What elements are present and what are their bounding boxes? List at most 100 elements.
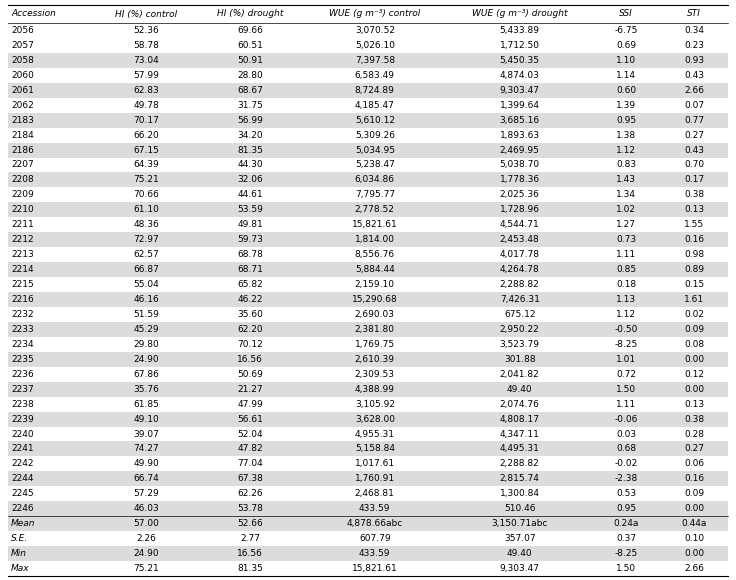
Text: 0.27: 0.27: [684, 130, 704, 140]
Text: 1.02: 1.02: [616, 205, 636, 215]
Text: 45.29: 45.29: [133, 325, 159, 334]
Text: 2062: 2062: [11, 101, 34, 110]
Text: 2,288.82: 2,288.82: [500, 280, 539, 289]
Text: 4,017.78: 4,017.78: [500, 250, 539, 259]
Text: 2061: 2061: [11, 86, 34, 95]
Text: 39.07: 39.07: [133, 430, 159, 438]
Text: 46.22: 46.22: [238, 295, 263, 304]
Bar: [8, 546, 728, 561]
Text: 6,583.49: 6,583.49: [355, 71, 394, 80]
Text: 5,884.44: 5,884.44: [355, 265, 394, 274]
Bar: [8, 486, 728, 501]
Text: SSI: SSI: [619, 9, 633, 19]
Text: 2,074.76: 2,074.76: [500, 400, 539, 409]
Text: 2245: 2245: [11, 490, 34, 498]
Text: 4,808.17: 4,808.17: [500, 415, 539, 423]
Bar: [8, 426, 728, 441]
Bar: [8, 516, 728, 531]
Text: 2212: 2212: [11, 235, 34, 244]
Text: 510.46: 510.46: [504, 504, 536, 513]
Bar: [8, 456, 728, 472]
Text: 0.83: 0.83: [616, 161, 636, 169]
Text: 35.76: 35.76: [133, 385, 159, 394]
Text: 46.03: 46.03: [133, 504, 159, 513]
Text: 55.04: 55.04: [133, 280, 159, 289]
Text: 4,347.11: 4,347.11: [500, 430, 539, 438]
Text: 8,556.76: 8,556.76: [355, 250, 394, 259]
Text: 24.90: 24.90: [133, 355, 159, 364]
Text: 61.10: 61.10: [133, 205, 159, 215]
Text: 1,728.96: 1,728.96: [500, 205, 539, 215]
Bar: [8, 23, 728, 38]
Text: 5,433.89: 5,433.89: [500, 26, 539, 35]
Text: 68.67: 68.67: [237, 86, 263, 95]
Text: 0.13: 0.13: [684, 205, 704, 215]
Text: 2186: 2186: [11, 146, 34, 154]
Text: 1.50: 1.50: [616, 564, 636, 573]
Text: 0.23: 0.23: [684, 41, 704, 50]
Text: 2.66: 2.66: [684, 86, 704, 95]
Text: 2.66: 2.66: [684, 564, 704, 573]
Text: 1.43: 1.43: [616, 175, 636, 184]
Text: 2216: 2216: [11, 295, 34, 304]
Text: 1,300.84: 1,300.84: [500, 490, 539, 498]
Text: 67.86: 67.86: [133, 369, 159, 379]
Bar: [8, 472, 728, 486]
Text: 31.75: 31.75: [237, 101, 263, 110]
Text: 2056: 2056: [11, 26, 34, 35]
Text: 301.88: 301.88: [504, 355, 536, 364]
Text: 4,874.03: 4,874.03: [500, 71, 539, 80]
Text: -0.02: -0.02: [615, 459, 637, 469]
Text: 0.08: 0.08: [684, 340, 704, 349]
Text: 2214: 2214: [11, 265, 34, 274]
Text: 2232: 2232: [11, 310, 34, 319]
Text: 67.38: 67.38: [237, 474, 263, 483]
Text: WUE (g m⁻³) drought: WUE (g m⁻³) drought: [472, 9, 567, 19]
Text: 0.09: 0.09: [684, 490, 704, 498]
Text: 56.61: 56.61: [237, 415, 263, 423]
Text: 1.13: 1.13: [616, 295, 636, 304]
Text: 0.93: 0.93: [684, 56, 704, 65]
Text: -8.25: -8.25: [615, 549, 637, 558]
Text: 15,290.68: 15,290.68: [352, 295, 397, 304]
Text: 15,821.61: 15,821.61: [352, 220, 397, 229]
Text: 0.43: 0.43: [684, 71, 704, 80]
Text: 74.27: 74.27: [133, 444, 159, 454]
Text: 49.40: 49.40: [507, 549, 533, 558]
Text: 59.73: 59.73: [237, 235, 263, 244]
Text: 1,760.91: 1,760.91: [355, 474, 394, 483]
Bar: [8, 53, 728, 68]
Text: 2234: 2234: [11, 340, 34, 349]
Text: 0.24a: 0.24a: [613, 519, 639, 528]
Bar: [8, 247, 728, 262]
Text: 0.03: 0.03: [616, 430, 636, 438]
Text: 2,025.36: 2,025.36: [500, 190, 539, 200]
Text: 0.28: 0.28: [684, 430, 704, 438]
Text: 2235: 2235: [11, 355, 34, 364]
Text: 0.43: 0.43: [684, 146, 704, 154]
Bar: [8, 172, 728, 187]
Text: 0.27: 0.27: [684, 444, 704, 454]
Text: 357.07: 357.07: [504, 534, 536, 543]
Bar: [8, 307, 728, 322]
Bar: [8, 97, 728, 113]
Text: 0.10: 0.10: [684, 534, 704, 543]
Text: 0.44a: 0.44a: [682, 519, 707, 528]
Text: -8.25: -8.25: [615, 340, 637, 349]
Text: 75.21: 75.21: [133, 564, 159, 573]
Text: 5,034.95: 5,034.95: [355, 146, 394, 154]
Text: 57.00: 57.00: [133, 519, 159, 528]
Text: 2,309.53: 2,309.53: [355, 369, 394, 379]
Text: 0.13: 0.13: [684, 400, 704, 409]
Text: -0.06: -0.06: [615, 415, 638, 423]
Text: 1.11: 1.11: [616, 400, 636, 409]
Text: 5,026.10: 5,026.10: [355, 41, 394, 50]
Text: Mean: Mean: [11, 519, 35, 528]
Text: 48.36: 48.36: [133, 220, 159, 229]
Text: 0.68: 0.68: [616, 444, 636, 454]
Bar: [8, 262, 728, 277]
Text: 67.15: 67.15: [133, 146, 159, 154]
Text: 1.11: 1.11: [616, 250, 636, 259]
Text: 1.39: 1.39: [616, 101, 636, 110]
Text: 4,185.47: 4,185.47: [355, 101, 394, 110]
